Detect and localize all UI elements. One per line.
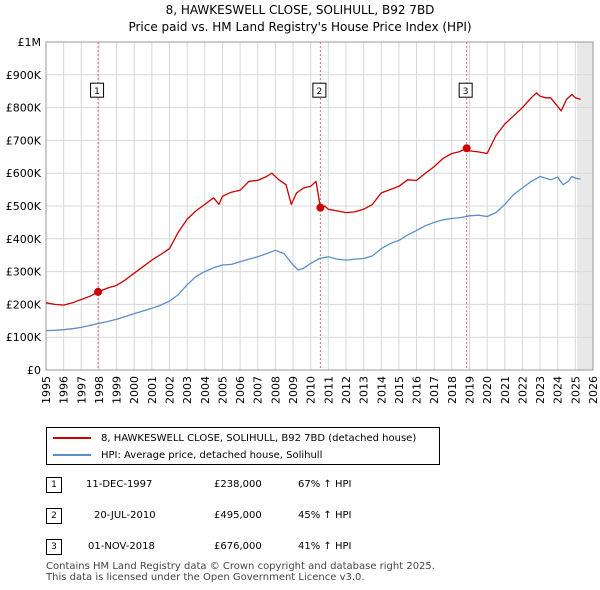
sale-marker-badge: 3 — [46, 539, 62, 555]
x-tick-label: 2014 — [375, 376, 388, 404]
y-tick-label: £200K — [6, 298, 42, 311]
x-tick-label: 2015 — [393, 376, 406, 404]
legend: 8, HAWKESWELL CLOSE, SOLIHULL, B92 7BD (… — [46, 427, 440, 465]
x-tick-label: 2011 — [322, 376, 335, 404]
x-tick-label: 2004 — [199, 376, 212, 404]
y-tick-label: £400K — [6, 233, 42, 246]
sale-price: £495,000 — [214, 510, 262, 521]
x-tick-label: 2022 — [516, 376, 529, 404]
legend-swatch-hpi — [53, 454, 91, 456]
y-tick-label: £500K — [6, 200, 42, 213]
x-tick-label: 2006 — [234, 376, 247, 404]
x-tick-label: 2019 — [463, 376, 476, 404]
x-tick-label: 2016 — [411, 376, 424, 404]
y-tick-label: £700K — [6, 134, 42, 147]
x-tick-label: 1997 — [75, 376, 88, 404]
x-tick-label: 2018 — [446, 376, 459, 404]
sale-marker-badge: 1 — [46, 477, 62, 493]
x-tick-label: 2013 — [358, 376, 371, 404]
sale-hpi-change: 41% ↑ HPI — [298, 541, 352, 552]
copyright-text: Contains HM Land Registry data © Crown c… — [46, 561, 435, 572]
sale-price: £238,000 — [214, 479, 262, 490]
y-tick-label: £800K — [6, 102, 42, 115]
sale-point — [462, 144, 471, 153]
x-tick-label: 2012 — [340, 376, 353, 404]
x-tick-label: 1998 — [93, 376, 106, 404]
sale-point — [94, 287, 103, 296]
x-tick-label: 2023 — [534, 376, 547, 404]
x-tick-label: 2026 — [587, 376, 600, 404]
legend-label-hpi: HPI: Average price, detached house, Soli… — [101, 449, 323, 461]
x-tick-label: 2024 — [552, 376, 565, 404]
sale-date: 11-DEC-1997 — [86, 479, 153, 490]
plot-border — [45, 41, 594, 371]
legend-label-property: 8, HAWKESWELL CLOSE, SOLIHULL, B92 7BD (… — [101, 432, 417, 444]
legend-swatch-property — [53, 437, 91, 439]
x-tick-label: 2007 — [252, 376, 265, 404]
sale-label-box — [458, 82, 473, 98]
sale-date: 20-JUL-2010 — [94, 510, 156, 521]
sale-date: 01-NOV-2018 — [88, 541, 155, 552]
y-tick-label: £1M — [18, 36, 42, 49]
table-row: 3 01-NOV-2018 £676,000 41% ↑ HPI — [46, 539, 546, 555]
legend-item-hpi: HPI: Average price, detached house, Soli… — [53, 448, 322, 462]
sale-hpi-change: 45% ↑ HPI — [298, 510, 352, 521]
x-tick-label: 1999 — [111, 376, 124, 404]
table-row: 1 11-DEC-1997 £238,000 67% ↑ HPI — [46, 477, 546, 493]
licence-text: This data is licensed under the Open Gov… — [46, 572, 365, 583]
y-tick-label: £600K — [6, 167, 42, 180]
x-tick-label: 2002 — [164, 376, 177, 404]
y-tick-label: £0 — [27, 364, 41, 377]
y-tick-label: £300K — [6, 266, 42, 279]
hpi-line — [45, 175, 581, 332]
table-row: 2 20-JUL-2010 £495,000 45% ↑ HPI — [46, 508, 546, 524]
footer: Contains HM Land Registry data © Crown c… — [46, 561, 435, 583]
x-tick-label: 2009 — [287, 376, 300, 404]
x-tick-label: 2008 — [269, 376, 282, 404]
x-tick-label: 2020 — [481, 376, 494, 404]
sale-price: £676,000 — [214, 541, 262, 552]
sale-hpi-change: 67% ↑ HPI — [298, 479, 352, 490]
x-tick-label: 2021 — [499, 376, 512, 404]
x-tick-label: 2005 — [216, 376, 229, 404]
price-chart: 8, HAWKESWELL CLOSE, SOLIHULL, B92 7BD P… — [6, 3, 600, 404]
x-tick-label: 2025 — [569, 376, 582, 404]
sale-label-box — [90, 82, 105, 98]
chart-title: 8, HAWKESWELL CLOSE, SOLIHULL, B92 7BD — [166, 3, 435, 17]
x-tick-label: 2000 — [128, 376, 141, 404]
sale-label-number: 2 — [317, 87, 323, 97]
sale-point — [316, 203, 325, 212]
legend-item-property: 8, HAWKESWELL CLOSE, SOLIHULL, B92 7BD (… — [53, 431, 416, 445]
x-tick-label: 2001 — [146, 376, 159, 404]
sale-label-number: 1 — [94, 87, 100, 97]
sale-marker-badge: 2 — [46, 508, 62, 524]
sale-label-number: 3 — [463, 87, 469, 97]
y-tick-label: £100K — [6, 331, 42, 344]
x-tick-label: 2010 — [305, 376, 318, 404]
y-tick-label: £900K — [6, 69, 42, 82]
x-tick-label: 1995 — [40, 376, 53, 404]
chart-subtitle: Price paid vs. HM Land Registry's House … — [128, 20, 471, 34]
sale-label-box — [312, 82, 327, 98]
x-tick-label: 2017 — [428, 376, 441, 404]
x-tick-label: 2003 — [181, 376, 194, 404]
x-tick-label: 1996 — [58, 376, 71, 404]
